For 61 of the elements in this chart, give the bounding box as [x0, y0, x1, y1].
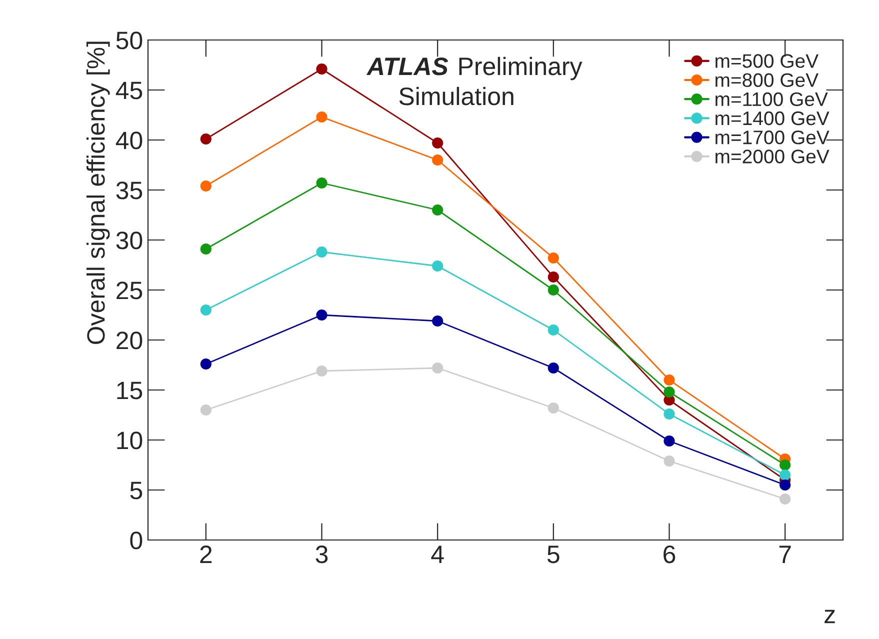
point	[316, 309, 328, 321]
point	[780, 459, 791, 471]
x-tick-label: 2	[200, 546, 212, 563]
y-axis-title: Overall signal efficiency [%]	[86, 42, 110, 344]
y-tick-label: 5	[130, 482, 142, 500]
point	[432, 154, 444, 166]
point	[548, 271, 559, 283]
point	[548, 402, 559, 414]
point	[200, 404, 212, 416]
y-tick-label: 0	[130, 532, 142, 550]
point	[200, 133, 212, 145]
point	[316, 63, 328, 75]
point	[200, 304, 212, 316]
point	[780, 493, 791, 505]
legend-label: m=800 GeV	[716, 73, 818, 87]
x-tick-label: 7	[779, 546, 791, 563]
annotation: ATLAS	[366, 58, 448, 76]
point	[432, 137, 444, 149]
point	[200, 180, 212, 192]
point	[316, 111, 328, 123]
annotation: Simulation	[399, 86, 514, 106]
point	[548, 362, 559, 374]
y-tick-label: 35	[116, 182, 142, 200]
point	[316, 177, 328, 189]
point	[664, 408, 675, 420]
point	[432, 315, 444, 327]
point	[548, 252, 559, 264]
y-tick-label: 10	[117, 432, 142, 450]
point	[664, 455, 675, 467]
point	[432, 362, 444, 374]
x-axis-title: z	[824, 610, 835, 624]
y-tick-label: 15	[117, 382, 142, 400]
x-tick-label: 6	[664, 546, 676, 564]
point	[432, 204, 444, 216]
legend-label: m=1700 GeV	[716, 130, 830, 144]
point	[316, 365, 328, 377]
point	[664, 374, 675, 386]
y-tick-label: 25	[116, 282, 142, 300]
x-tick-label: 5	[547, 546, 560, 564]
legend-label: m=500 GeV	[716, 54, 818, 68]
legend-label: m=2000 GeV	[716, 150, 830, 164]
y-tick-label: 50	[116, 32, 142, 50]
point	[780, 469, 791, 481]
y-tick-label: 20	[116, 332, 142, 350]
x-tick-label: 4	[431, 546, 444, 563]
legend-label: m=1100 GeV	[716, 92, 828, 106]
x-tick-label: 3	[316, 546, 328, 564]
y-tick-label: 30	[116, 232, 142, 250]
y-tick-label: 45	[116, 82, 142, 100]
point	[664, 386, 675, 398]
point	[548, 284, 559, 296]
point	[200, 358, 212, 370]
point	[200, 243, 212, 255]
y-tick-label: 40	[116, 132, 142, 150]
legend-label: m=1400 GeV	[716, 111, 830, 126]
point	[780, 479, 791, 491]
point	[664, 435, 675, 447]
annotation: Preliminary	[459, 56, 582, 80]
point	[432, 260, 444, 272]
point	[316, 246, 328, 258]
point	[548, 324, 559, 336]
